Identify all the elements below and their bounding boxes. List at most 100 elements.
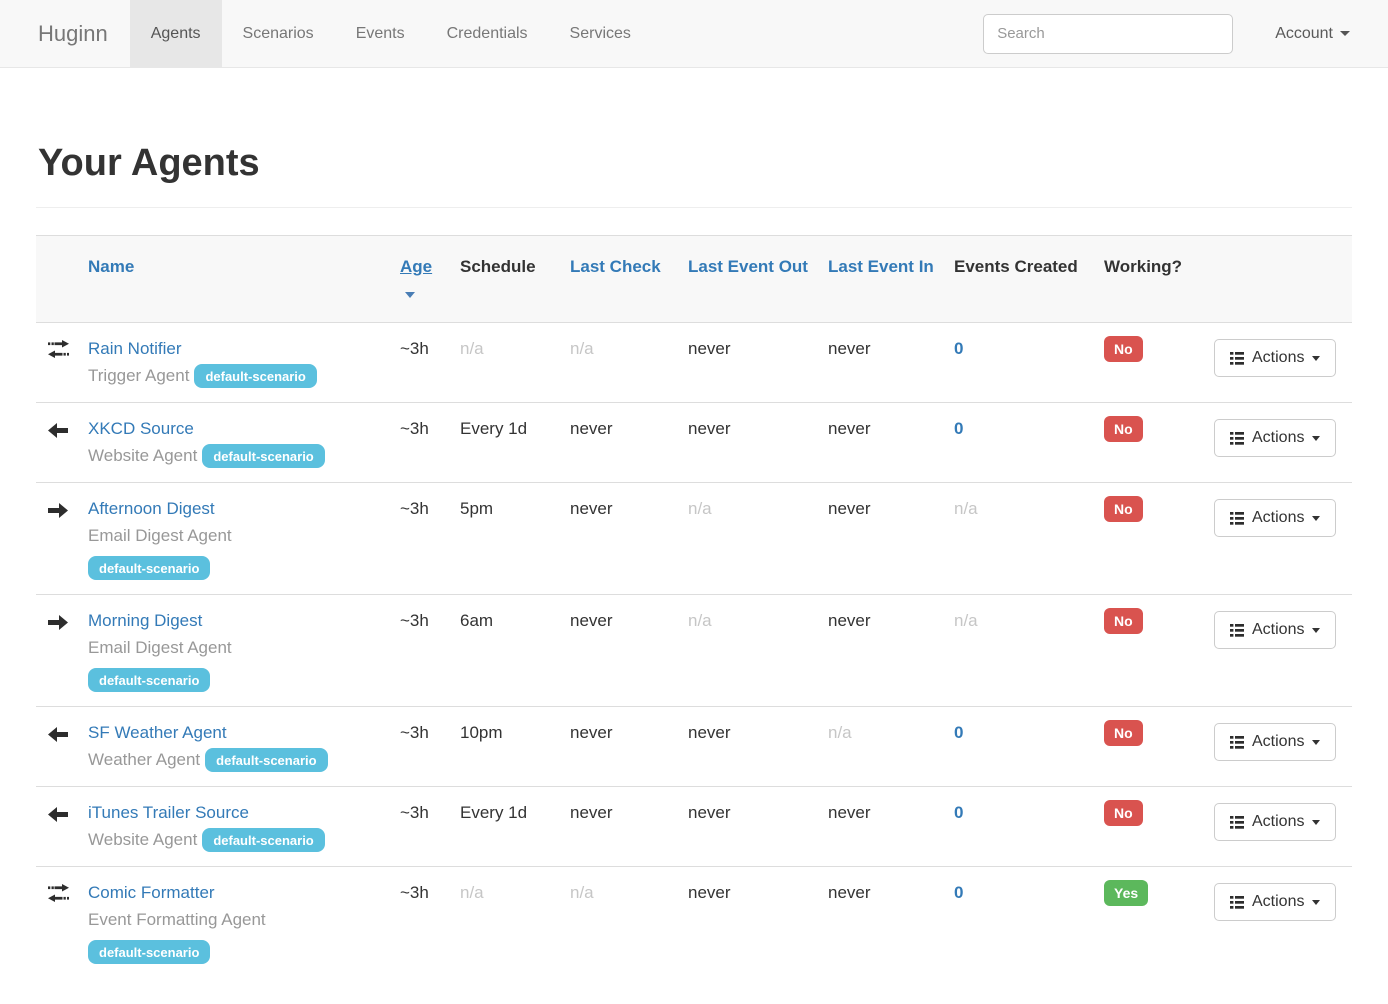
arrow-both-icon bbox=[48, 884, 69, 906]
cell-schedule: Every 1d bbox=[452, 402, 562, 483]
tab-scenarios[interactable]: Scenarios bbox=[242, 25, 314, 42]
actions-button[interactable]: Actions bbox=[1214, 723, 1337, 761]
agent-name-link[interactable]: Morning Digest bbox=[88, 611, 203, 630]
cell-age: ~3h bbox=[392, 402, 452, 483]
cell-age: ~3h bbox=[392, 482, 452, 595]
working-badge: Yes bbox=[1104, 880, 1149, 906]
actions-button[interactable]: Actions bbox=[1214, 339, 1337, 377]
agent-type-label: Website Agent bbox=[88, 446, 198, 465]
agent-name-link[interactable]: Comic Formatter bbox=[88, 883, 215, 902]
agent-type-label: Weather Agent bbox=[88, 750, 201, 769]
list-icon bbox=[1230, 431, 1244, 445]
cell-last-event-in: never bbox=[820, 594, 946, 707]
cell-last-event-out: n/a bbox=[680, 594, 820, 707]
tab-credentials[interactable]: Credentials bbox=[446, 25, 528, 42]
cell-age: ~3h bbox=[400, 339, 429, 358]
col-header-schedule: Schedule bbox=[452, 235, 562, 323]
scenario-badge[interactable]: default-scenario bbox=[88, 668, 211, 692]
working-badge: No bbox=[1104, 608, 1143, 634]
arrow-right-icon bbox=[48, 503, 68, 522]
tab-agents[interactable]: Agents bbox=[129, 0, 222, 67]
cell-schedule: 6am bbox=[452, 594, 562, 707]
tab-events[interactable]: Events bbox=[355, 25, 405, 42]
list-icon bbox=[1230, 351, 1244, 365]
events-created-link[interactable]: 0 bbox=[954, 723, 964, 742]
chevron-down-icon bbox=[1312, 819, 1321, 825]
actions-button[interactable]: Actions bbox=[1214, 419, 1337, 457]
chevron-down-icon bbox=[1312, 899, 1321, 905]
arrow-left-icon bbox=[48, 807, 68, 826]
cell-schedule: 5pm bbox=[452, 482, 562, 595]
working-badge: No bbox=[1104, 800, 1143, 826]
events-created-value: n/a bbox=[954, 499, 978, 518]
cell-last-event-in: never bbox=[820, 866, 946, 978]
cell-schedule: n/a bbox=[452, 866, 562, 978]
tab-services[interactable]: Services bbox=[569, 25, 631, 42]
scenario-badge[interactable]: default-scenario bbox=[202, 444, 325, 468]
list-icon bbox=[1230, 815, 1244, 829]
events-created-link[interactable]: 0 bbox=[954, 803, 964, 822]
chevron-down-icon bbox=[1312, 739, 1321, 745]
cell-last-event-out: never bbox=[680, 866, 820, 978]
list-icon bbox=[1230, 895, 1244, 909]
scenario-badge[interactable]: default-scenario bbox=[205, 748, 328, 772]
agents-table: Name Age Schedule Last Check Last Event … bbox=[36, 235, 1352, 978]
agent-name-link[interactable]: iTunes Trailer Source bbox=[88, 803, 249, 822]
cell-last-check: never bbox=[562, 594, 680, 707]
search-input[interactable] bbox=[983, 13, 1234, 54]
col-header-last-check[interactable]: Last Check bbox=[562, 235, 680, 323]
list-icon bbox=[1230, 735, 1244, 749]
agent-name-link[interactable]: XKCD Source bbox=[88, 419, 194, 438]
arrow-both-icon bbox=[48, 340, 69, 362]
cell-last-event-in: never bbox=[828, 339, 871, 358]
arrow-left-icon bbox=[48, 423, 68, 442]
scenario-badge[interactable]: default-scenario bbox=[88, 940, 211, 964]
col-header-working: Working? bbox=[1096, 235, 1206, 323]
agent-type-label: Trigger Agent bbox=[88, 366, 190, 385]
agent-type-label: Website Agent bbox=[88, 830, 198, 849]
cell-last-check: never bbox=[562, 402, 680, 483]
table-row: Comic Formatter Event Formatting Agent d… bbox=[36, 866, 1352, 978]
navbar-right: Account bbox=[983, 0, 1388, 67]
events-created-link[interactable]: 0 bbox=[954, 883, 964, 902]
scenario-badge[interactable]: default-scenario bbox=[202, 828, 325, 852]
events-created-link[interactable]: 0 bbox=[954, 339, 964, 358]
arrow-left-icon bbox=[48, 727, 68, 746]
actions-button[interactable]: Actions bbox=[1214, 803, 1337, 841]
col-header-icon bbox=[36, 235, 80, 323]
scenario-badge[interactable]: default-scenario bbox=[194, 364, 317, 388]
actions-button[interactable]: Actions bbox=[1214, 883, 1337, 921]
cell-last-event-out: n/a bbox=[680, 482, 820, 595]
working-badge: No bbox=[1104, 416, 1143, 442]
cell-schedule: 10pm bbox=[452, 706, 562, 787]
sort-desc-icon bbox=[405, 292, 415, 298]
agent-type-label: Email Digest Agent bbox=[88, 526, 232, 545]
list-icon bbox=[1230, 623, 1244, 637]
col-header-actions bbox=[1206, 235, 1352, 323]
list-icon bbox=[1230, 511, 1244, 525]
cell-last-check: n/a bbox=[570, 339, 594, 358]
events-created-link[interactable]: 0 bbox=[954, 419, 964, 438]
cell-age: ~3h bbox=[392, 866, 452, 978]
events-created-value: n/a bbox=[954, 611, 978, 630]
cell-last-event-out: never bbox=[680, 706, 820, 787]
agent-name-link[interactable]: Afternoon Digest bbox=[88, 499, 215, 518]
col-header-last-event-out[interactable]: Last Event Out bbox=[680, 235, 820, 323]
actions-button[interactable]: Actions bbox=[1214, 611, 1337, 649]
actions-button[interactable]: Actions bbox=[1214, 499, 1337, 537]
main-nav: Agents Scenarios Events Credentials Serv… bbox=[129, 0, 652, 67]
agent-name-link[interactable]: Rain Notifier bbox=[88, 339, 182, 358]
col-header-age[interactable]: Age bbox=[392, 235, 452, 323]
account-menu[interactable]: Account bbox=[1275, 25, 1350, 43]
agent-name-link[interactable]: SF Weather Agent bbox=[88, 723, 227, 742]
chevron-down-icon bbox=[1340, 31, 1350, 36]
account-label: Account bbox=[1275, 24, 1333, 42]
cell-last-event-out: never bbox=[680, 402, 820, 483]
table-row: XKCD Source Website Agent default-scenari… bbox=[36, 402, 1352, 483]
scenario-badge[interactable]: default-scenario bbox=[88, 556, 211, 580]
col-header-last-event-in[interactable]: Last Event In bbox=[820, 235, 946, 323]
arrow-right-icon bbox=[48, 615, 68, 634]
col-header-name[interactable]: Name bbox=[80, 235, 392, 323]
table-row: Morning Digest Email Digest Agent defaul… bbox=[36, 594, 1352, 707]
brand-logo[interactable]: Huginn bbox=[38, 21, 108, 46]
